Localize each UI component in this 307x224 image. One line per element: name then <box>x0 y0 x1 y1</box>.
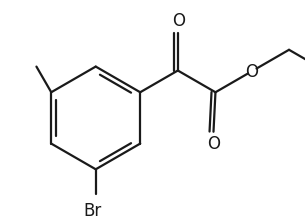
Text: Br: Br <box>84 202 102 220</box>
Text: O: O <box>245 63 258 82</box>
Text: O: O <box>207 135 220 153</box>
Text: O: O <box>172 12 185 30</box>
